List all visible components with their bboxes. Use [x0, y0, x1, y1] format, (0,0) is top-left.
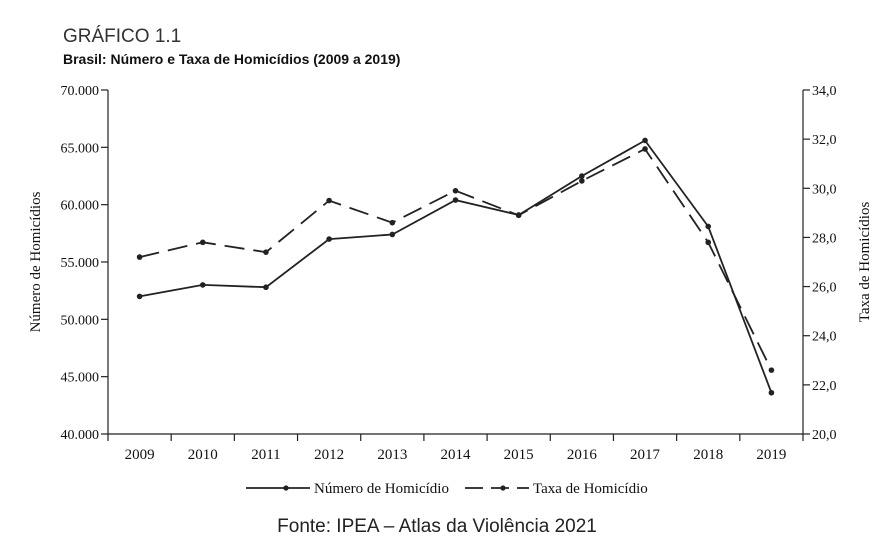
y-left-tick-label: 55.000	[61, 256, 100, 271]
source-note: Fonte: IPEA – Atlas da Violência 2021	[277, 516, 597, 537]
series-point-0	[705, 223, 712, 230]
legend-label-taxa: Taxa de Homicídio	[533, 481, 648, 497]
series-point-0	[768, 389, 775, 396]
series-point-0	[579, 173, 585, 179]
x-tick-label: 2010	[188, 447, 218, 463]
x-ticks: 2009 2010 2011 2012 2013 2014 2015 2016 2017 2018…	[107, 434, 804, 463]
chart-subtitle: Brasil: Número e Taxa de Homicídios (200…	[63, 51, 401, 67]
legend-marker-taxa	[500, 485, 506, 491]
legend: Número de Homicídio Taxa de Homicídio	[246, 481, 648, 497]
x-tick-label: 2011	[251, 447, 280, 463]
y-right-ticks: 20,0 22,0 24,0 26,0 28,0 30,0 32,0 34,0	[803, 84, 837, 443]
legend-label-numero: Número de Homicídio	[314, 481, 449, 497]
series-point-0	[389, 231, 396, 238]
series-group	[136, 137, 775, 396]
series-point-0	[452, 197, 459, 203]
y-right-tick-label: 28,0	[812, 231, 837, 246]
series-point-1	[768, 367, 775, 373]
series-point-1	[389, 219, 396, 226]
series-point-1	[579, 178, 585, 184]
y-left-ticks: 40.000 45.000 50.000 55.000 60.000 65.000 70.0…	[61, 84, 108, 443]
series-point-1	[452, 187, 459, 194]
x-tick-label: 2019	[756, 447, 786, 463]
y-right-tick-label: 22,0	[812, 379, 837, 394]
x-tick-label: 2015	[504, 447, 534, 463]
series-point-1	[642, 146, 648, 152]
y-right-axis-label: Taxa de Homicídios	[857, 202, 873, 323]
y-left-tick-label: 65.000	[61, 141, 100, 156]
y-right-tick-label: 30,0	[812, 182, 837, 197]
series-point-1	[705, 239, 712, 246]
series-point-0	[136, 293, 143, 300]
x-tick-label: 2013	[377, 447, 407, 463]
series-point-1	[136, 254, 143, 260]
series-point-1	[326, 197, 332, 204]
x-tick-label: 2009	[125, 447, 155, 463]
y-left-axis-label: Número de Homicídios	[28, 191, 44, 332]
series-point-0	[263, 284, 269, 291]
x-tick-label: 2012	[314, 447, 344, 463]
y-left-tick-label: 60.000	[61, 199, 100, 214]
series-point-1	[199, 239, 206, 246]
series-point-0	[326, 236, 332, 242]
series-point-0	[199, 282, 206, 288]
y-left-tick-label: 50.000	[61, 313, 100, 328]
y-left-tick-label: 70.000	[61, 84, 100, 99]
y-left-tick-label: 45.000	[61, 371, 100, 386]
series-point-1	[515, 212, 522, 219]
figure-label: GRÁFICO 1.1	[63, 26, 182, 47]
y-right-tick-label: 24,0	[812, 330, 837, 345]
x-tick-label: 2018	[693, 447, 723, 463]
legend-marker-numero	[283, 485, 289, 491]
y-right-tick-label: 32,0	[812, 133, 837, 148]
series-point-0	[642, 137, 648, 144]
y-right-tick-label: 20,0	[812, 428, 837, 443]
series-line-0	[139, 139, 773, 394]
y-right-tick-label: 34,0	[812, 84, 837, 99]
series-point-1	[263, 249, 269, 255]
x-tick-label: 2014	[441, 447, 472, 463]
x-tick-label: 2017	[630, 447, 661, 463]
homicide-chart: 40.000 45.000 50.000 55.000 60.000 65.000 70.0…	[28, 84, 873, 497]
x-tick-label: 2016	[567, 447, 598, 463]
y-left-tick-label: 40.000	[61, 428, 100, 443]
y-right-tick-label: 26,0	[812, 281, 837, 296]
